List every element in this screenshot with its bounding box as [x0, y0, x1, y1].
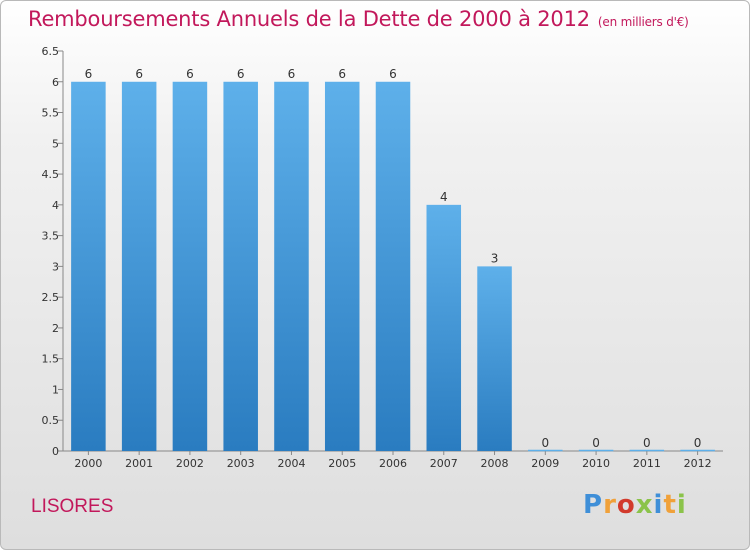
bar-2001 [121, 81, 157, 452]
y-tick-label: 3 [52, 260, 59, 273]
logo-letter: i [676, 490, 687, 520]
x-axis: 2000 2001 2002 2003 2004 2005 2006 2007 2008 2009… [63, 450, 723, 470]
chart-subtitle: (en milliers d'€) [597, 15, 689, 29]
y-tick-label: 1 [52, 383, 59, 396]
bar-2005 [324, 81, 360, 452]
y-tick-label: 2 [52, 322, 59, 335]
x-tick-label: 2003 [227, 457, 255, 470]
bar-value-label: 3 [491, 251, 499, 265]
bar-value-label: 6 [135, 67, 143, 81]
y-tick-label: 6.5 [42, 45, 60, 58]
bars: 6 6 6 6 6 6 6 4 3 0 0 0 0 [71, 67, 715, 452]
logo-letter: i [653, 490, 664, 520]
y-tick-label: 5.5 [42, 107, 60, 120]
x-tick-label: 2001 [125, 457, 153, 470]
y-axis: 0 0.5 1 1.5 2 2.5 3 3.5 4 4.5 5 5.5 6 6.5 [42, 45, 64, 458]
x-tick-label: 2012 [684, 457, 712, 470]
proxiti-logo[interactable]: Proxiti [583, 490, 687, 520]
x-tick-label: 2002 [176, 457, 204, 470]
y-tick-label: 3.5 [42, 230, 60, 243]
bar-value-label: 6 [389, 67, 397, 81]
bar-2002 [172, 81, 208, 452]
logo-letter: o [616, 490, 636, 520]
y-tick-label: 4 [52, 199, 59, 212]
y-tick-label: 5 [52, 137, 59, 150]
bar-2007 [426, 204, 462, 451]
x-tick-label: 2008 [481, 457, 509, 470]
x-tick-label: 2010 [582, 457, 610, 470]
x-tick-label: 2004 [277, 457, 305, 470]
bar-value-label: 6 [85, 67, 93, 81]
bar-value-label: 6 [186, 67, 194, 81]
logo-letter: r [603, 490, 617, 520]
bar-value-label: 6 [237, 67, 245, 81]
bar-2008 [477, 266, 512, 451]
bar-value-label: 6 [288, 67, 296, 81]
chart-title-text: Remboursements Annuels de la Dette de 20… [28, 7, 590, 31]
logo-letter: x [635, 490, 654, 520]
bar-value-label: 0 [541, 436, 549, 450]
bar-2003 [223, 81, 258, 452]
x-tick-label: 2007 [430, 457, 458, 470]
y-tick-label: 2.5 [42, 291, 60, 304]
y-tick-label: 0.5 [42, 414, 60, 427]
x-tick-label: 2009 [531, 457, 559, 470]
bar-value-label: 6 [338, 67, 346, 81]
bar-2004 [274, 81, 309, 452]
bar-2006 [375, 81, 411, 452]
y-tick-label: 6 [52, 76, 59, 89]
x-tick-label: 2011 [633, 457, 661, 470]
bar-value-label: 0 [592, 436, 600, 450]
chart-title: Remboursements Annuels de la Dette de 20… [28, 7, 689, 31]
bar-2000 [71, 81, 106, 452]
y-tick-label: 1.5 [42, 353, 60, 366]
bar-value-label: 0 [694, 436, 702, 450]
bar-value-label: 0 [643, 436, 651, 450]
bar-value-label: 4 [440, 190, 448, 204]
x-tick-label: 2000 [74, 457, 102, 470]
x-tick-label: 2005 [328, 457, 356, 470]
x-tick-label: 2006 [379, 457, 407, 470]
y-tick-label: 0 [52, 445, 59, 458]
logo-letter: P [583, 490, 604, 520]
y-tick-label: 4.5 [42, 168, 60, 181]
logo-letter: t [663, 490, 677, 520]
commune-name: LISORES [31, 496, 114, 517]
